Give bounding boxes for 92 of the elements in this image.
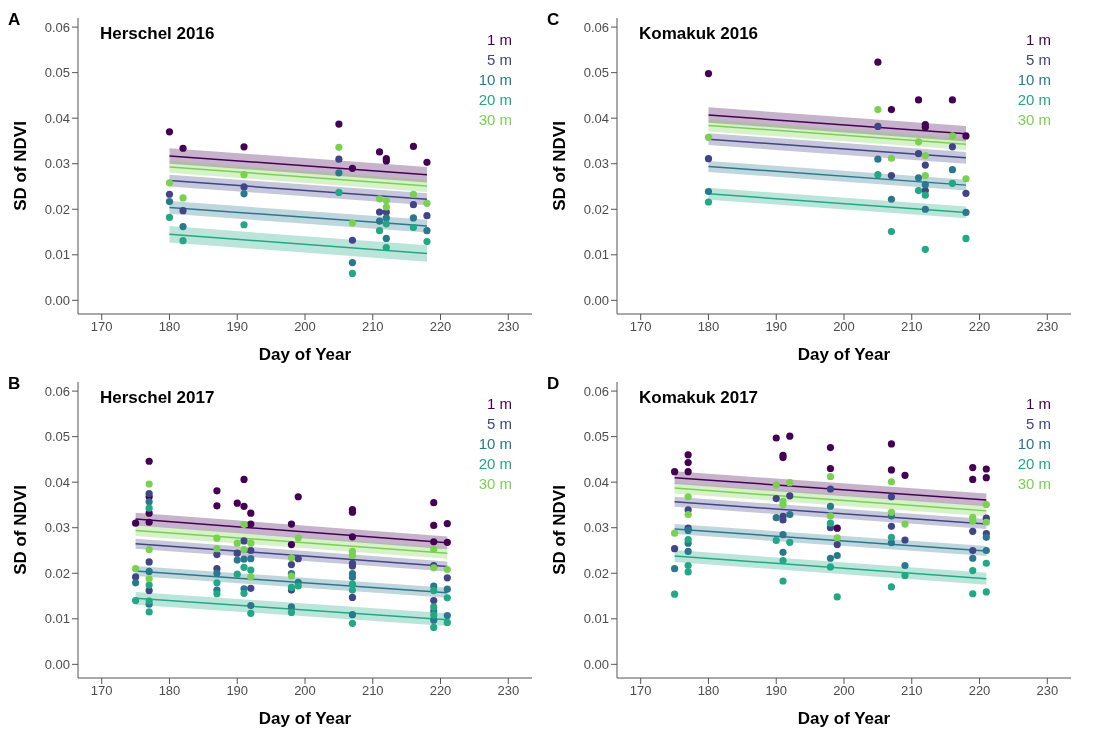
x-tick-label: 220 — [429, 319, 452, 335]
y-tick-label: 0.01 — [583, 611, 609, 627]
y-tick-label: 0.02 — [44, 565, 70, 581]
x-tick-label: 210 — [361, 683, 384, 699]
text: D — [547, 374, 560, 394]
y-tick-label: 0.03 — [583, 156, 609, 172]
x-tick-label: 210 — [361, 319, 384, 335]
chart-title: Herschel 2016 — [100, 24, 215, 44]
x-tick-label: 170 — [90, 319, 113, 335]
x-tick-label: 180 — [158, 319, 181, 335]
text: 1 m — [486, 30, 512, 50]
x-tick-label: 180 — [697, 319, 720, 335]
chart-title: Komakuk 2016 — [639, 24, 759, 44]
x-tick-label: 220 — [968, 683, 991, 699]
text: B — [8, 374, 21, 394]
y-tick-label: 0.05 — [583, 429, 609, 445]
x-tick-label: 230 — [1036, 319, 1059, 335]
y-tick-label: 0.00 — [44, 656, 70, 672]
text: 1 m — [486, 394, 512, 414]
y-tick-label: 0.04 — [44, 474, 70, 490]
text: 20 m — [1017, 454, 1051, 474]
y-tick-label: 0.05 — [44, 65, 70, 81]
y-tick-label: 0.01 — [583, 247, 609, 263]
x-tick-label: 230 — [497, 319, 520, 335]
chart-title: Herschel 2017 — [100, 388, 215, 408]
x-tick-label: 230 — [1036, 683, 1059, 699]
x-tick-label: 170 — [90, 683, 113, 699]
y-axis-title: SD of NDVI — [550, 485, 570, 575]
chart-title: Komakuk 2017 — [639, 388, 759, 408]
y-tick-label: 0.00 — [583, 292, 609, 308]
text: 30 m — [1017, 110, 1051, 130]
y-axis-title: SD of NDVI — [11, 121, 31, 211]
x-tick-label: 170 — [629, 683, 652, 699]
text: 20 m — [1017, 90, 1051, 110]
x-tick-label: 190 — [765, 319, 788, 335]
y-tick-label: 0.01 — [44, 247, 70, 263]
text: A — [8, 10, 21, 30]
text: C — [547, 10, 560, 30]
x-axis-title: Day of Year — [797, 345, 891, 364]
x-tick-label: 220 — [429, 683, 452, 699]
text: 10 m — [478, 434, 512, 454]
y-tick-label: 0.03 — [583, 520, 609, 536]
y-tick-label: 0.04 — [583, 110, 609, 126]
x-tick-label: 200 — [294, 319, 316, 335]
x-tick-label: 220 — [968, 319, 991, 335]
text: 10 m — [1017, 434, 1051, 454]
y-axis-title: SD of NDVI — [11, 485, 31, 575]
text: 20 m — [478, 90, 512, 110]
x-tick-label: 190 — [226, 683, 249, 699]
x-tick-label: 200 — [833, 683, 855, 699]
x-tick-label: 200 — [833, 319, 855, 335]
x-tick-label: 190 — [226, 319, 249, 335]
y-tick-label: 0.06 — [44, 19, 70, 35]
y-tick-label: 0.04 — [44, 110, 70, 126]
x-axis-title: Day of Year — [258, 345, 352, 364]
y-tick-label: 0.01 — [44, 611, 70, 627]
y-tick-label: 0.06 — [583, 383, 609, 399]
y-tick-label: 0.06 — [583, 19, 609, 35]
text: 10 m — [1017, 70, 1051, 90]
y-tick-label: 0.04 — [583, 474, 609, 490]
text: 30 m — [1017, 474, 1051, 494]
y-tick-label: 0.02 — [583, 201, 609, 217]
x-tick-label: 190 — [765, 683, 788, 699]
x-tick-label: 200 — [294, 683, 316, 699]
x-tick-label: 170 — [629, 319, 652, 335]
text: 5 m — [1025, 50, 1051, 70]
x-tick-label: 180 — [697, 683, 720, 699]
y-tick-label: 0.03 — [44, 520, 70, 536]
x-tick-label: 180 — [158, 683, 181, 699]
y-tick-label: 0.00 — [583, 656, 609, 672]
y-tick-label: 0.03 — [44, 156, 70, 172]
text: 10 m — [478, 70, 512, 90]
x-axis-title: Day of Year — [258, 709, 352, 728]
text: 5 m — [486, 50, 512, 70]
text: 1 m — [1025, 394, 1051, 414]
text: 5 m — [486, 414, 512, 434]
y-tick-label: 0.02 — [44, 201, 70, 217]
x-tick-label: 210 — [900, 319, 923, 335]
x-tick-label: 210 — [900, 683, 923, 699]
y-axis-title: SD of NDVI — [550, 121, 570, 211]
x-tick-label: 230 — [497, 683, 520, 699]
y-tick-label: 0.02 — [583, 565, 609, 581]
y-tick-label: 0.05 — [44, 429, 70, 445]
x-axis-title: Day of Year — [797, 709, 891, 728]
y-tick-label: 0.06 — [44, 383, 70, 399]
y-tick-label: 0.00 — [44, 292, 70, 308]
text: 30 m — [478, 110, 512, 130]
text: 30 m — [478, 474, 512, 494]
text: 1 m — [1025, 30, 1051, 50]
text: 20 m — [478, 454, 512, 474]
y-tick-label: 0.05 — [583, 65, 609, 81]
text: 5 m — [1025, 414, 1051, 434]
